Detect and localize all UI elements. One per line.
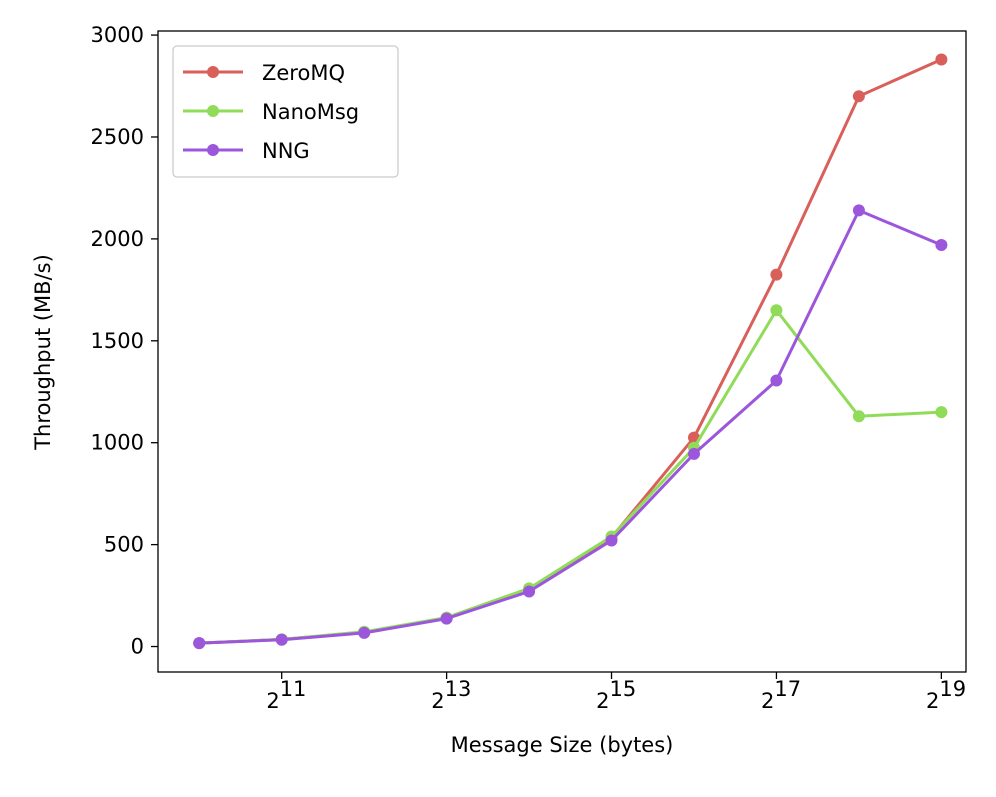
- legend-swatch-marker: [207, 144, 219, 156]
- x-tick-label: 2 17: [761, 677, 801, 713]
- data-point-nng: [605, 534, 618, 547]
- x-tick-label: 2 11: [266, 677, 306, 713]
- x-tick-label-base: 2: [761, 689, 774, 713]
- x-tick-label: 2 13: [431, 677, 471, 713]
- data-point-zeromq: [935, 53, 948, 66]
- data-point-nng: [935, 239, 948, 251]
- y-tick-label: 1500: [91, 329, 144, 353]
- y-tick-label: 1000: [91, 431, 144, 455]
- series-layer: [193, 53, 948, 650]
- x-tick-label-exponent: 19: [939, 677, 966, 701]
- x-axis-title: Message Size (bytes): [451, 733, 674, 757]
- x-tick-label-exponent: 15: [610, 677, 637, 701]
- series-line-nng: [197, 208, 943, 645]
- legend: ZeroMQ NanoMsg NNG: [172, 45, 399, 178]
- x-tick-label-base: 2: [431, 689, 444, 713]
- data-point-nng: [688, 447, 700, 460]
- y-tick-label: 0: [131, 635, 144, 659]
- data-point-zeromq: [852, 90, 865, 103]
- y-tick-label: 2000: [91, 227, 144, 251]
- series-line-nanomsg: [197, 308, 943, 645]
- x-axis-ticks: 2 11 2 13 2 15 2 17 2 19: [266, 672, 966, 713]
- y-tick-label: 2500: [91, 125, 144, 149]
- legend-label: NanoMsg: [262, 100, 359, 124]
- y-tick-label: 3000: [91, 23, 144, 47]
- x-tick-label: 2 15: [596, 677, 636, 713]
- data-point-nanomsg: [852, 410, 865, 423]
- legend-box: [172, 45, 399, 178]
- x-tick-label-exponent: 11: [280, 677, 307, 701]
- plot-frame: [157, 30, 967, 673]
- x-tick-label-base: 2: [596, 689, 609, 713]
- legend-label: NNG: [262, 139, 310, 163]
- legend-item-nanomsg: NanoMsg: [183, 100, 359, 124]
- x-tick-label-exponent: 17: [774, 677, 801, 701]
- data-point-nng: [193, 637, 206, 650]
- data-point-nanomsg: [935, 406, 948, 419]
- x-tick-label-base: 2: [926, 689, 939, 713]
- data-point-nng: [358, 626, 371, 639]
- y-axis-title: Throughput (MB/s): [31, 254, 55, 451]
- legend-item-nng: NNG: [183, 139, 310, 163]
- legend-label: ZeroMQ: [262, 61, 345, 85]
- legend-swatch-marker: [207, 105, 219, 117]
- data-point-nng: [523, 585, 536, 598]
- data-point-nng: [275, 633, 288, 646]
- data-point-nng: [852, 204, 865, 217]
- y-tick-label: 500: [104, 533, 144, 557]
- data-point-nanomsg: [770, 304, 783, 317]
- legend-item-zeromq: ZeroMQ: [183, 61, 345, 85]
- x-tick-label-exponent: 13: [445, 677, 472, 701]
- x-tick-label: 2 19: [926, 677, 966, 713]
- data-point-zeromq: [770, 268, 783, 281]
- legend-swatch-marker: [207, 66, 219, 78]
- data-point-nng: [440, 612, 453, 625]
- data-point-nng: [770, 374, 783, 387]
- x-tick-label-base: 2: [266, 689, 279, 713]
- y-axis-ticks: 0 500 1000 1500 2000 2500 3000: [91, 23, 158, 659]
